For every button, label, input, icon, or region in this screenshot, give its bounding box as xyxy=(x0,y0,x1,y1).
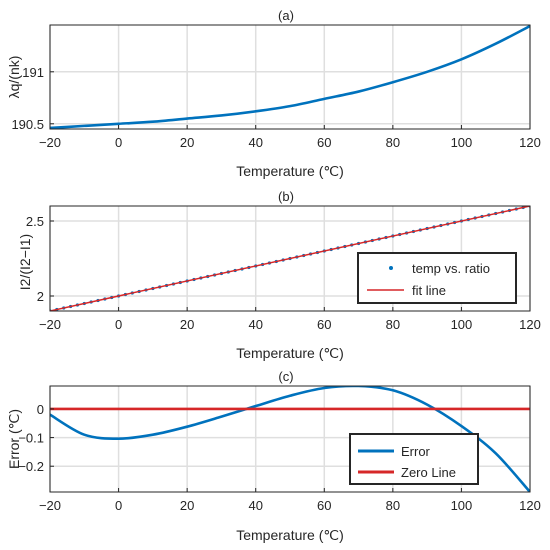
panel-c-x-label: Temperature (℃) xyxy=(236,527,344,543)
panel-a-y-tick-label: 190.5 xyxy=(11,117,44,132)
panel-b-x-tick-labels: −20 0 20 40 60 80 100 120 xyxy=(39,317,541,332)
panel-a-x-tick-label: 100 xyxy=(451,135,473,150)
panel-c-legend-label-series-1: Error xyxy=(401,444,431,459)
panel-b-x-tick-label: 100 xyxy=(451,317,473,332)
panel-c-y-tick-label: −0.1 xyxy=(18,431,44,446)
panel-c-title: (c) xyxy=(278,369,293,384)
panel-c-x-tick-label: 60 xyxy=(317,498,331,513)
panel-c-legend-label-series-2: Zero Line xyxy=(401,465,456,480)
panel-a-x-tick-label: 0 xyxy=(115,135,122,150)
panel-a-x-label: Temperature (℃) xyxy=(236,163,344,179)
panel-b-y-tick-label: 2.5 xyxy=(26,214,44,229)
panel-a-x-tick-labels: −20 0 20 40 60 80 100 120 xyxy=(39,135,541,150)
panel-b: (b) 22.5 −20 0 20 40 60 80 100 120 Temperature … xyxy=(17,189,541,361)
panel-a-x-tick-label: −20 xyxy=(39,135,61,150)
panel-c-series xyxy=(50,386,530,492)
panel-c-y-tick-label: −0.2 xyxy=(18,459,44,474)
panel-b-legend-label-series-1: temp vs. ratio xyxy=(412,261,490,276)
panel-b-legend-box xyxy=(357,252,517,304)
panel-a-y-tick-label: 191 xyxy=(22,65,44,80)
panel-a-title: (a) xyxy=(278,8,294,23)
panel-b-x-tick-label: 40 xyxy=(248,317,262,332)
panel-a-series-1-line xyxy=(50,25,530,129)
panel-a-x-tick-label: 40 xyxy=(248,135,262,150)
panel-b-x-tick-label: 0 xyxy=(115,317,122,332)
panel-a-x-tick-label: 80 xyxy=(386,135,400,150)
panel-b-y-label: I2/(I2−I1) xyxy=(17,234,33,290)
panel-b-legend-label-series-2: fit line xyxy=(412,283,446,298)
panel-c: (c) −0.2 −0.1 0 −20 0 20 40 60 80 100 120 Tempera… xyxy=(6,369,541,543)
panel-c-x-tick-labels: −20 0 20 40 60 80 100 120 xyxy=(39,498,541,513)
panel-b-y-tick-labels: 22.5 xyxy=(26,214,44,304)
panel-c-y-tick-label: 0 xyxy=(37,402,44,417)
panel-a-x-tick-label: 60 xyxy=(317,135,331,150)
panel-b-legend: temp vs. ratio fit line xyxy=(357,252,517,304)
panel-c-x-tick-label: 120 xyxy=(519,498,541,513)
panel-c-y-label: Error (℃) xyxy=(6,409,22,469)
panel-a-x-tick-label: 120 xyxy=(519,135,541,150)
panel-a-axes-frame xyxy=(49,24,531,130)
panel-b-x-tick-label: 60 xyxy=(317,317,331,332)
panel-c-legend-box xyxy=(349,433,479,485)
panel-b-x-tick-label: 120 xyxy=(519,317,541,332)
panel-b-x-tick-label: 20 xyxy=(180,317,194,332)
panel-c-legend: Error Zero Line xyxy=(349,433,479,485)
panel-b-x-tick-label: −20 xyxy=(39,317,61,332)
panel-b-series xyxy=(50,206,530,311)
panel-c-axes-box xyxy=(49,385,531,493)
panel-a-x-tick-label: 20 xyxy=(180,135,194,150)
panel-a-y-tick-labels: 190.5 191 xyxy=(11,65,44,132)
panel-b-series-2-line xyxy=(50,206,530,311)
panel-c-x-tick-label: 100 xyxy=(451,498,473,513)
panel-a-series xyxy=(50,25,530,129)
panel-b-x-tick-label: 80 xyxy=(386,317,400,332)
panel-c-x-tick-label: 80 xyxy=(386,498,400,513)
panel-b-title: (b) xyxy=(278,189,294,204)
panel-a-axes-box xyxy=(49,24,531,130)
panel-a-y-label: λq/(nk) xyxy=(6,56,22,99)
panel-c-axes-frame xyxy=(49,385,531,493)
panel-b-y-tick-label: 2 xyxy=(37,289,44,304)
panel-b-axes-frame xyxy=(49,205,531,312)
panel-b-legend-marker-icon xyxy=(389,266,393,270)
panel-b-x-label: Temperature (℃) xyxy=(236,345,344,361)
panel-c-x-tick-label: 0 xyxy=(115,498,122,513)
panel-a: (a) 190.5 191 −20 0 20 40 60 80 100 120 Temperat… xyxy=(6,8,541,179)
panel-b-axes-box xyxy=(49,205,531,312)
panel-c-y-tick-labels: −0.2 −0.1 0 xyxy=(18,402,44,474)
panel-c-series-1-line xyxy=(50,386,530,492)
panel-c-x-tick-label: 40 xyxy=(248,498,262,513)
panel-c-x-tick-label: −20 xyxy=(39,498,61,513)
panel-c-x-tick-label: 20 xyxy=(180,498,194,513)
